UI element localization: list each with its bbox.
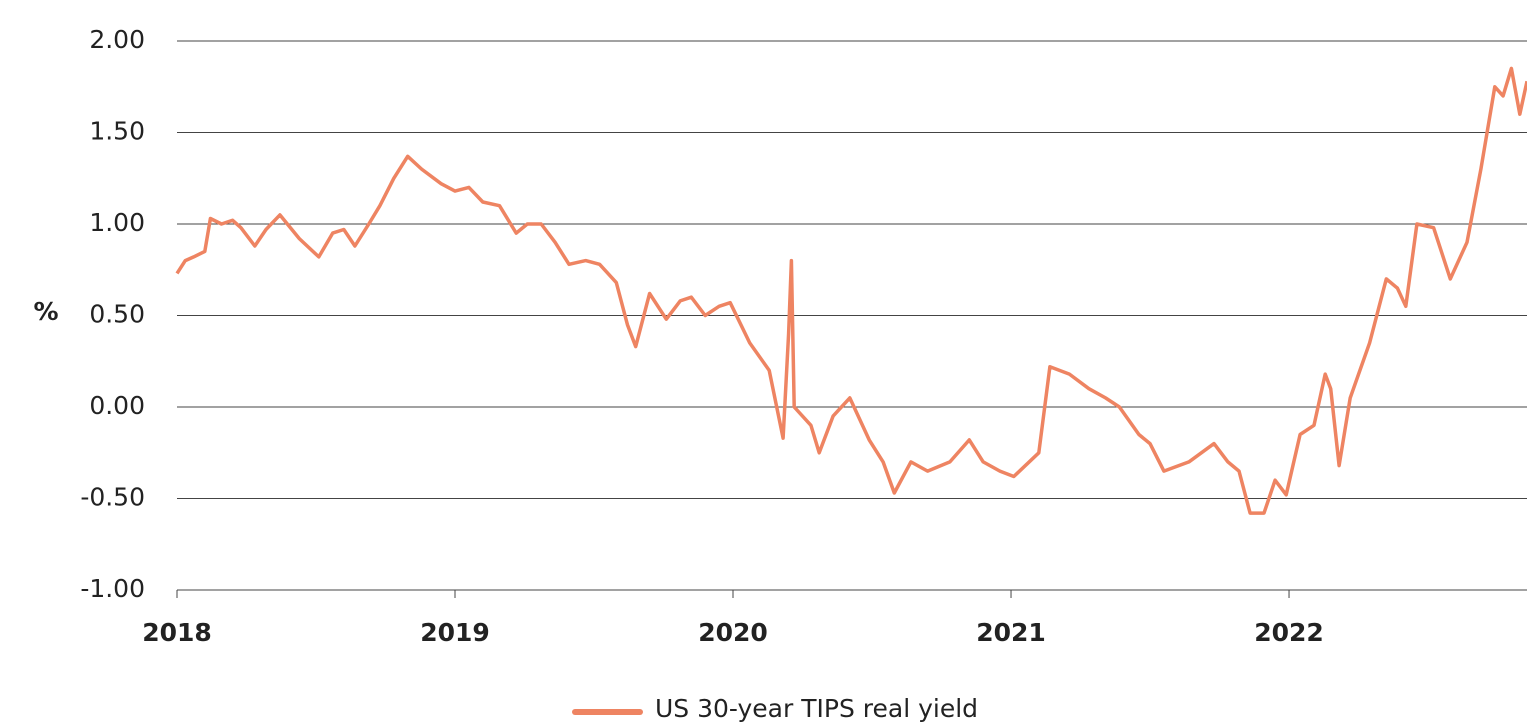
y-tick-label: 1.50: [89, 117, 145, 146]
series-line: [175, 66, 1527, 515]
x-tick-label: 2019: [420, 618, 490, 647]
x-tick-label: 2022: [1254, 618, 1324, 647]
x-tick-label: 2020: [698, 618, 768, 647]
y-tick-label: 2.00: [89, 25, 145, 54]
legend-label: US 30-year TIPS real yield: [655, 694, 978, 723]
y-tick-label: -1.00: [80, 574, 145, 603]
x-tick-label: 2018: [142, 618, 212, 647]
y-tick-label: 0.00: [89, 391, 145, 420]
y-tick-label: -0.50: [80, 483, 145, 512]
y-tick-label: 0.50: [89, 300, 145, 329]
y-axis-label: %: [33, 297, 58, 326]
y-tick-label: 1.00: [89, 208, 145, 237]
x-tick-label: 2021: [976, 618, 1046, 647]
